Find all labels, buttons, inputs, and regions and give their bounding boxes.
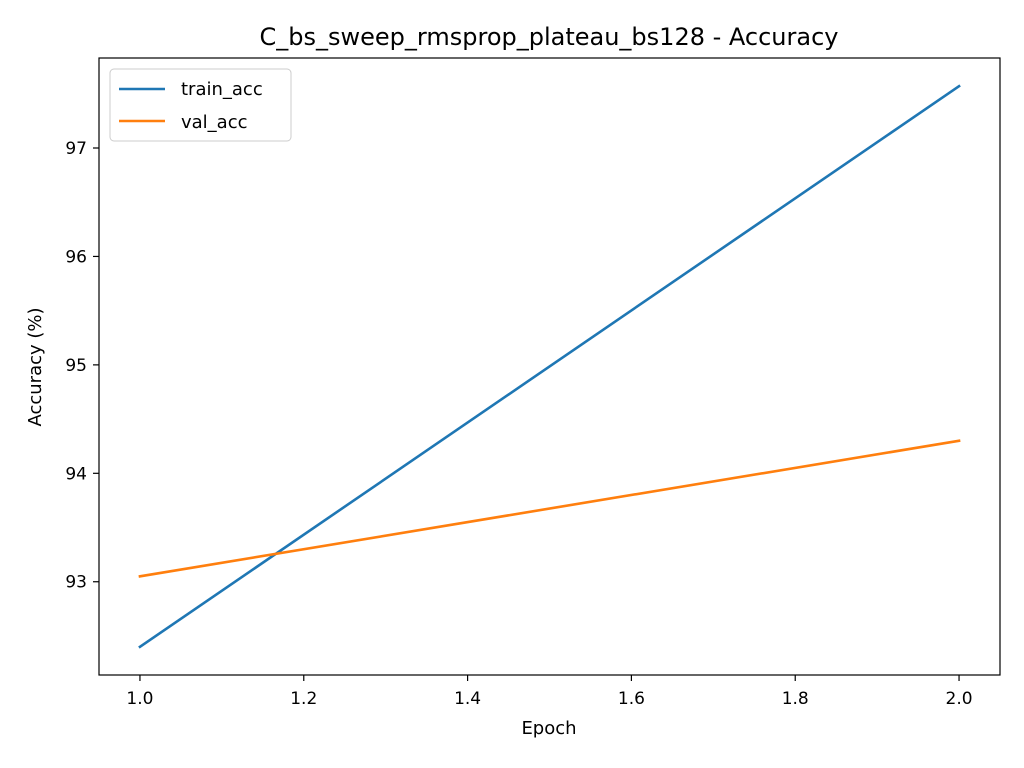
y-axis-label: Accuracy (%) bbox=[25, 307, 46, 426]
x-tick-label: 1.6 bbox=[618, 689, 645, 709]
series-line-val-acc bbox=[138, 439, 961, 578]
x-tick-label: 1.0 bbox=[126, 689, 153, 709]
x-axis-label: Epoch bbox=[521, 718, 576, 739]
y-tick-label: 93 bbox=[65, 573, 87, 593]
legend-box bbox=[109, 68, 292, 142]
y-axis-ticks: 93 94 95 96 97 bbox=[65, 139, 99, 593]
y-tick-label: 94 bbox=[65, 464, 87, 484]
y-tick-label: 96 bbox=[65, 247, 87, 267]
plot-frame bbox=[98, 57, 1001, 676]
legend-label-train-acc: train_acc bbox=[181, 79, 263, 100]
chart-title: C_bs_sweep_rmsprop_plateau_bs128 - Accur… bbox=[260, 23, 839, 51]
x-tick-label: 1.8 bbox=[782, 689, 809, 709]
legend-label-val-acc: val_acc bbox=[181, 112, 248, 133]
x-axis-ticks: 1.0 1.2 1.4 1.6 1.8 2.0 bbox=[126, 675, 973, 709]
x-tick-label: 2.0 bbox=[946, 689, 973, 709]
x-tick-label: 1.2 bbox=[290, 689, 317, 709]
y-tick-label: 97 bbox=[65, 139, 87, 159]
legend: train_acc val_acc bbox=[109, 68, 292, 142]
series-line-train-acc bbox=[138, 84, 961, 649]
y-tick-label: 95 bbox=[65, 356, 87, 376]
plot-lines bbox=[138, 84, 961, 649]
x-tick-label: 1.4 bbox=[454, 689, 481, 709]
